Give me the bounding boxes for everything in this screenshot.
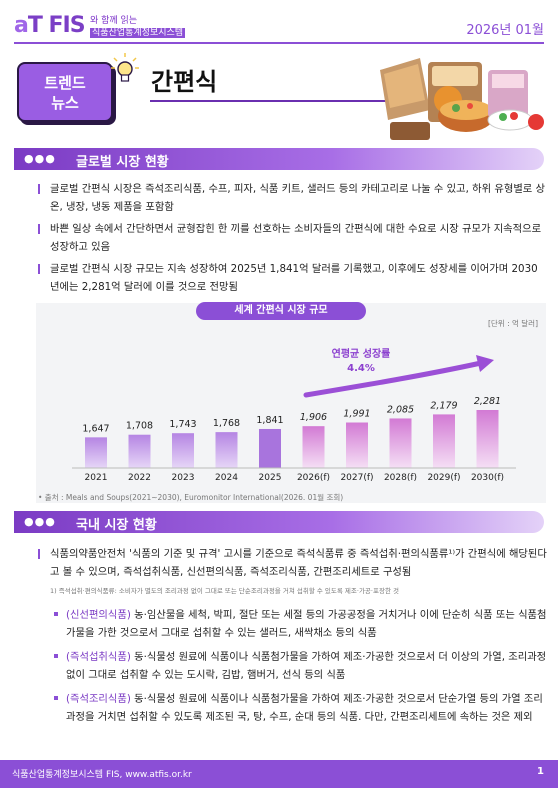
growth-annotation-value: 4.4% [347,363,375,374]
bar-value-label: 2,085 [387,404,414,415]
bar-value-label: 1,647 [82,423,109,434]
category-tick-label: 2024 [215,473,238,483]
title-underline [150,100,420,102]
section-domestic-market-header: ●●● 국내 시장 현황 [14,511,544,533]
bar-value-label: 1,841 [256,415,283,426]
category-tick-label: 2021 [85,473,108,483]
section-title: 글로벌 시장 현황 [76,155,169,170]
tagline-line2: 식품산업통계정보시스템 [90,28,186,38]
sub-item-ready-to-eat: (즉석섭취식품) 동·식물성 원료에 식품이나 식품첨가물을 가하여 제조·가공… [54,648,550,684]
page-number: 1 [537,766,544,777]
chart-unit: [단위 : 억 달러] [487,319,538,328]
footer: 식품산업통계정보시스템 FIS, www.atfis.or.kr 1 [0,760,558,788]
footer-text[interactable]: 식품산업통계정보시스템 FIS, www.atfis.or.kr [12,770,192,780]
growth-arrow [303,360,484,398]
tagline-line1: 와 함께 읽는 [90,16,138,26]
bar-2024 [215,432,238,468]
lightbulb-icon [111,53,139,82]
section-dots: ●●● [24,152,56,165]
category-tick-label: 2026(f) [297,473,330,483]
bar-2028(f) [389,418,412,468]
footnote: 1) 즉석섭취·편의식품류: 소비자가 별도의 조리과정 없이 그대로 또는 단… [50,587,399,595]
sub-item-label: (신선편의식품) [66,609,131,621]
square-bullet-icon [54,654,58,658]
global-bullet-2: 바쁜 일상 속에서 간단하면서 균형잡힌 한 끼를 선호하는 소비자들의 간편식… [38,220,546,256]
category-tick-label: 2030(f) [471,473,504,483]
chart-background [36,303,546,503]
sub-item-ready-to-cook: (즉석조리식품) 동·식물성 원료에 식품이나 식품첨가물을 가하여 제조·가공… [54,690,550,726]
bar-2022 [128,434,151,468]
bar-value-label: 2,179 [430,400,457,411]
section-dots: ●●● [24,515,56,528]
logo-tagline: 와 함께 읽는 식품산업통계정보시스템 [90,15,186,39]
growth-annotation-label: 연평균 성장률 [332,347,391,360]
sub-item-label: (즉석조리식품) [66,693,131,705]
bar-value-label: 2,281 [474,396,501,407]
category-tick-label: 2027(f) [340,473,373,483]
header-divider [14,42,544,44]
sub-item-fresh: (신선편의식품) 농·임산물을 세척, 박피, 절단 또는 세절 등의 가공공정… [54,606,550,642]
bar-2023 [172,433,194,468]
page-title: 간편식 [151,68,218,96]
fis-logo[interactable]: aT FIS [14,13,86,38]
bar-2029(f) [433,414,455,468]
market-size-bar-chart: 1,647 2021 1,708 2022 1,743 2023 1,768 2024 1,84… [72,347,516,483]
bar-value-label: 1,743 [169,419,196,430]
sub-item-text: 농·임산물을 세척, 박피, 절단 또는 세절 등의 가공공정을 거치거나 이에… [66,609,547,639]
sub-item-label: (즉석섭취식품) [66,651,131,663]
section-title: 국내 시장 현황 [76,518,157,533]
domestic-main-bullet: 식품의약품안전처 '식품의 기준 및 규격' 고시를 기준으로 즉석식품류 중 … [38,545,550,581]
global-bullet-1: 글로벌 간편식 시장은 즉석조리식품, 수프, 피자, 식품 키트, 샐러드 등… [38,180,546,216]
badge-line2: 뉴스 [51,94,79,112]
bar-2027(f) [346,422,368,468]
category-tick-label: 2023 [172,473,195,483]
bar-value-label: 1,768 [213,418,240,429]
section-global-market-header: ●●● 글로벌 시장 현황 [14,148,544,170]
chart-source: • 출처 : Meals and Soups(2021~2030), Eurom… [38,493,344,502]
bar-value-label: 1,906 [300,412,327,423]
category-tick-label: 2029(f) [427,473,460,483]
sub-item-text: 동·식물성 원료에 식품이나 식품첨가물을 가하여 제조·가공한 것으로서 단순… [66,693,543,723]
convenience-food-illustration [380,58,544,140]
square-bullet-icon [54,696,58,700]
bar-2025 [259,428,281,468]
bar-2030(f) [476,410,499,468]
category-tick-label: 2025 [259,473,282,483]
sub-item-text: 동·식물성 원료에 식품이나 식품첨가물을 가하여 제조·가공한 것으로서 더 … [66,651,547,681]
badge-line1: 트렌드 [44,74,86,92]
category-tick-label: 2022 [128,473,151,483]
bar-value-label: 1,991 [343,409,370,420]
chart-title: 세계 간편식 시장 규모 [196,302,366,320]
growth-arrowhead-icon [476,355,494,372]
square-bullet-icon [54,612,58,616]
global-bullet-3: 글로벌 간편식 시장 규모는 지속 성장하여 2025년 1,841억 달러를 … [38,260,546,296]
issue-date: 2026년 01월 [466,23,544,38]
bar-2026(f) [302,426,325,468]
bar-value-label: 1,708 [126,421,153,432]
bar-2021 [85,437,107,468]
trend-news-badge: 트렌드 뉴스 [17,62,113,122]
category-tick-label: 2028(f) [384,473,417,483]
